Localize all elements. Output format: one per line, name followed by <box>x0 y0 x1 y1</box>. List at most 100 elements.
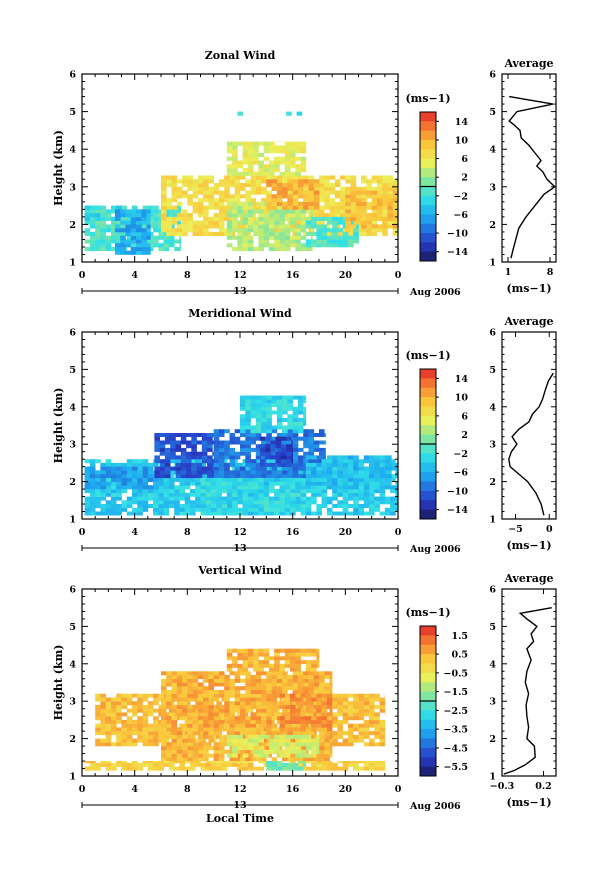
heatmap-cell <box>116 470 122 475</box>
heatmap-cell <box>384 500 391 505</box>
heatmap-cell <box>261 179 267 184</box>
heatmap-cell <box>292 410 299 415</box>
heatmap-cell <box>295 156 301 161</box>
heatmap-cell <box>319 194 325 199</box>
heatmap-cell <box>265 451 271 456</box>
heatmap-cell <box>232 492 238 497</box>
heatmap-cell <box>132 701 138 706</box>
heatmap-cell <box>253 149 259 154</box>
colorbar-tick-label: −2 <box>453 449 468 460</box>
heatmap-cell <box>261 742 267 747</box>
heatmap-cell <box>229 474 236 479</box>
heatmap-cell <box>280 451 287 456</box>
heatmap-cell <box>308 690 315 694</box>
heatmap-cell <box>250 474 257 479</box>
heatmap-cell <box>208 690 214 694</box>
heatmap-cell <box>300 648 307 653</box>
heatmap-cell <box>121 481 128 486</box>
heatmap-cell <box>126 742 133 747</box>
heatmap-cell <box>137 723 143 728</box>
heatmap-cell <box>224 429 230 434</box>
heatmap-cell <box>161 723 167 728</box>
heatmap-cell <box>146 235 151 240</box>
heatmap-cell <box>229 704 236 709</box>
heatmap-cell <box>161 183 167 188</box>
heatmap-cell <box>203 183 209 188</box>
heatmap-cell <box>242 507 249 512</box>
avg-y-tick-label: 5 <box>489 365 496 376</box>
heatmap-cell <box>275 440 282 445</box>
heatmap-cell <box>297 757 304 762</box>
heatmap-cell <box>234 678 241 683</box>
heatmap-cell <box>321 470 328 475</box>
heatmap-cell <box>100 704 106 709</box>
heatmap-cell <box>284 141 291 146</box>
heatmap-cell <box>319 429 325 434</box>
heatmap-cell <box>319 738 325 743</box>
heatmap-cell <box>266 719 272 724</box>
heatmap-cell <box>266 399 272 404</box>
heatmap-cell <box>111 239 117 244</box>
heatmap-cell <box>126 719 133 724</box>
heatmap-cell <box>176 753 183 758</box>
heatmap-cell <box>240 421 246 426</box>
heatmap-cell <box>116 701 122 706</box>
heatmap-cell <box>179 477 185 482</box>
heatmap-cell <box>141 243 147 248</box>
heatmap-cell <box>116 761 122 764</box>
heatmap-cell <box>166 734 172 739</box>
heatmap-cell <box>224 447 230 452</box>
heatmap-cell <box>154 466 160 471</box>
heatmap-cell <box>287 466 293 471</box>
heatmap-cell <box>337 455 343 460</box>
heatmap-cell <box>392 198 399 203</box>
heatmap-cell <box>300 247 307 252</box>
heatmap-cell <box>382 228 388 233</box>
heatmap-cell <box>170 447 176 452</box>
heatmap-cell <box>274 500 280 505</box>
heatmap-cell <box>261 186 267 191</box>
heatmap-cell <box>311 462 317 467</box>
heatmap-cell <box>295 504 301 508</box>
heatmap-cell <box>120 235 126 240</box>
heatmap-cell <box>287 731 293 736</box>
colorbar-bin <box>420 397 436 407</box>
heatmap-cell <box>308 429 315 434</box>
heatmap-cell <box>161 731 167 736</box>
heatmap-cell <box>105 224 112 229</box>
heatmap-cell <box>245 406 251 411</box>
heatmap-cell <box>266 179 272 184</box>
heatmap-cell <box>250 175 257 180</box>
colorbar-bin <box>420 462 436 473</box>
heatmap-cell <box>171 697 178 702</box>
heatmap-cell <box>253 507 259 512</box>
heatmap-cell <box>203 749 209 754</box>
heatmap-cell <box>279 247 286 252</box>
heatmap-cell <box>200 504 207 508</box>
heatmap-cell <box>303 678 309 683</box>
heatmap-cell <box>266 723 272 728</box>
heatmap-cell <box>297 447 304 452</box>
heatmap-cell <box>111 719 117 724</box>
heatmap-cell <box>111 466 117 471</box>
heatmap-cell <box>348 727 354 732</box>
heatmap-cell <box>300 160 307 165</box>
heatmap-cell <box>379 474 386 479</box>
heatmap-cell <box>163 239 170 244</box>
heatmap-cell <box>196 451 203 456</box>
heatmap-cell <box>121 474 128 479</box>
heatmap-cell <box>132 492 138 497</box>
heatmap-cell <box>240 224 246 229</box>
heatmap-cell <box>363 492 370 497</box>
heatmap-cell <box>369 485 375 490</box>
y-tick-label: 4 <box>69 402 76 413</box>
heatmap-cell <box>161 708 167 713</box>
heatmap-cell <box>168 235 175 240</box>
heatmap-cell <box>270 444 276 449</box>
heatmap-cell <box>350 194 357 199</box>
heatmap-cell <box>240 466 246 471</box>
heatmap-cell <box>308 731 315 736</box>
heatmap-cell <box>255 406 262 411</box>
heatmap-cell <box>116 762 122 767</box>
